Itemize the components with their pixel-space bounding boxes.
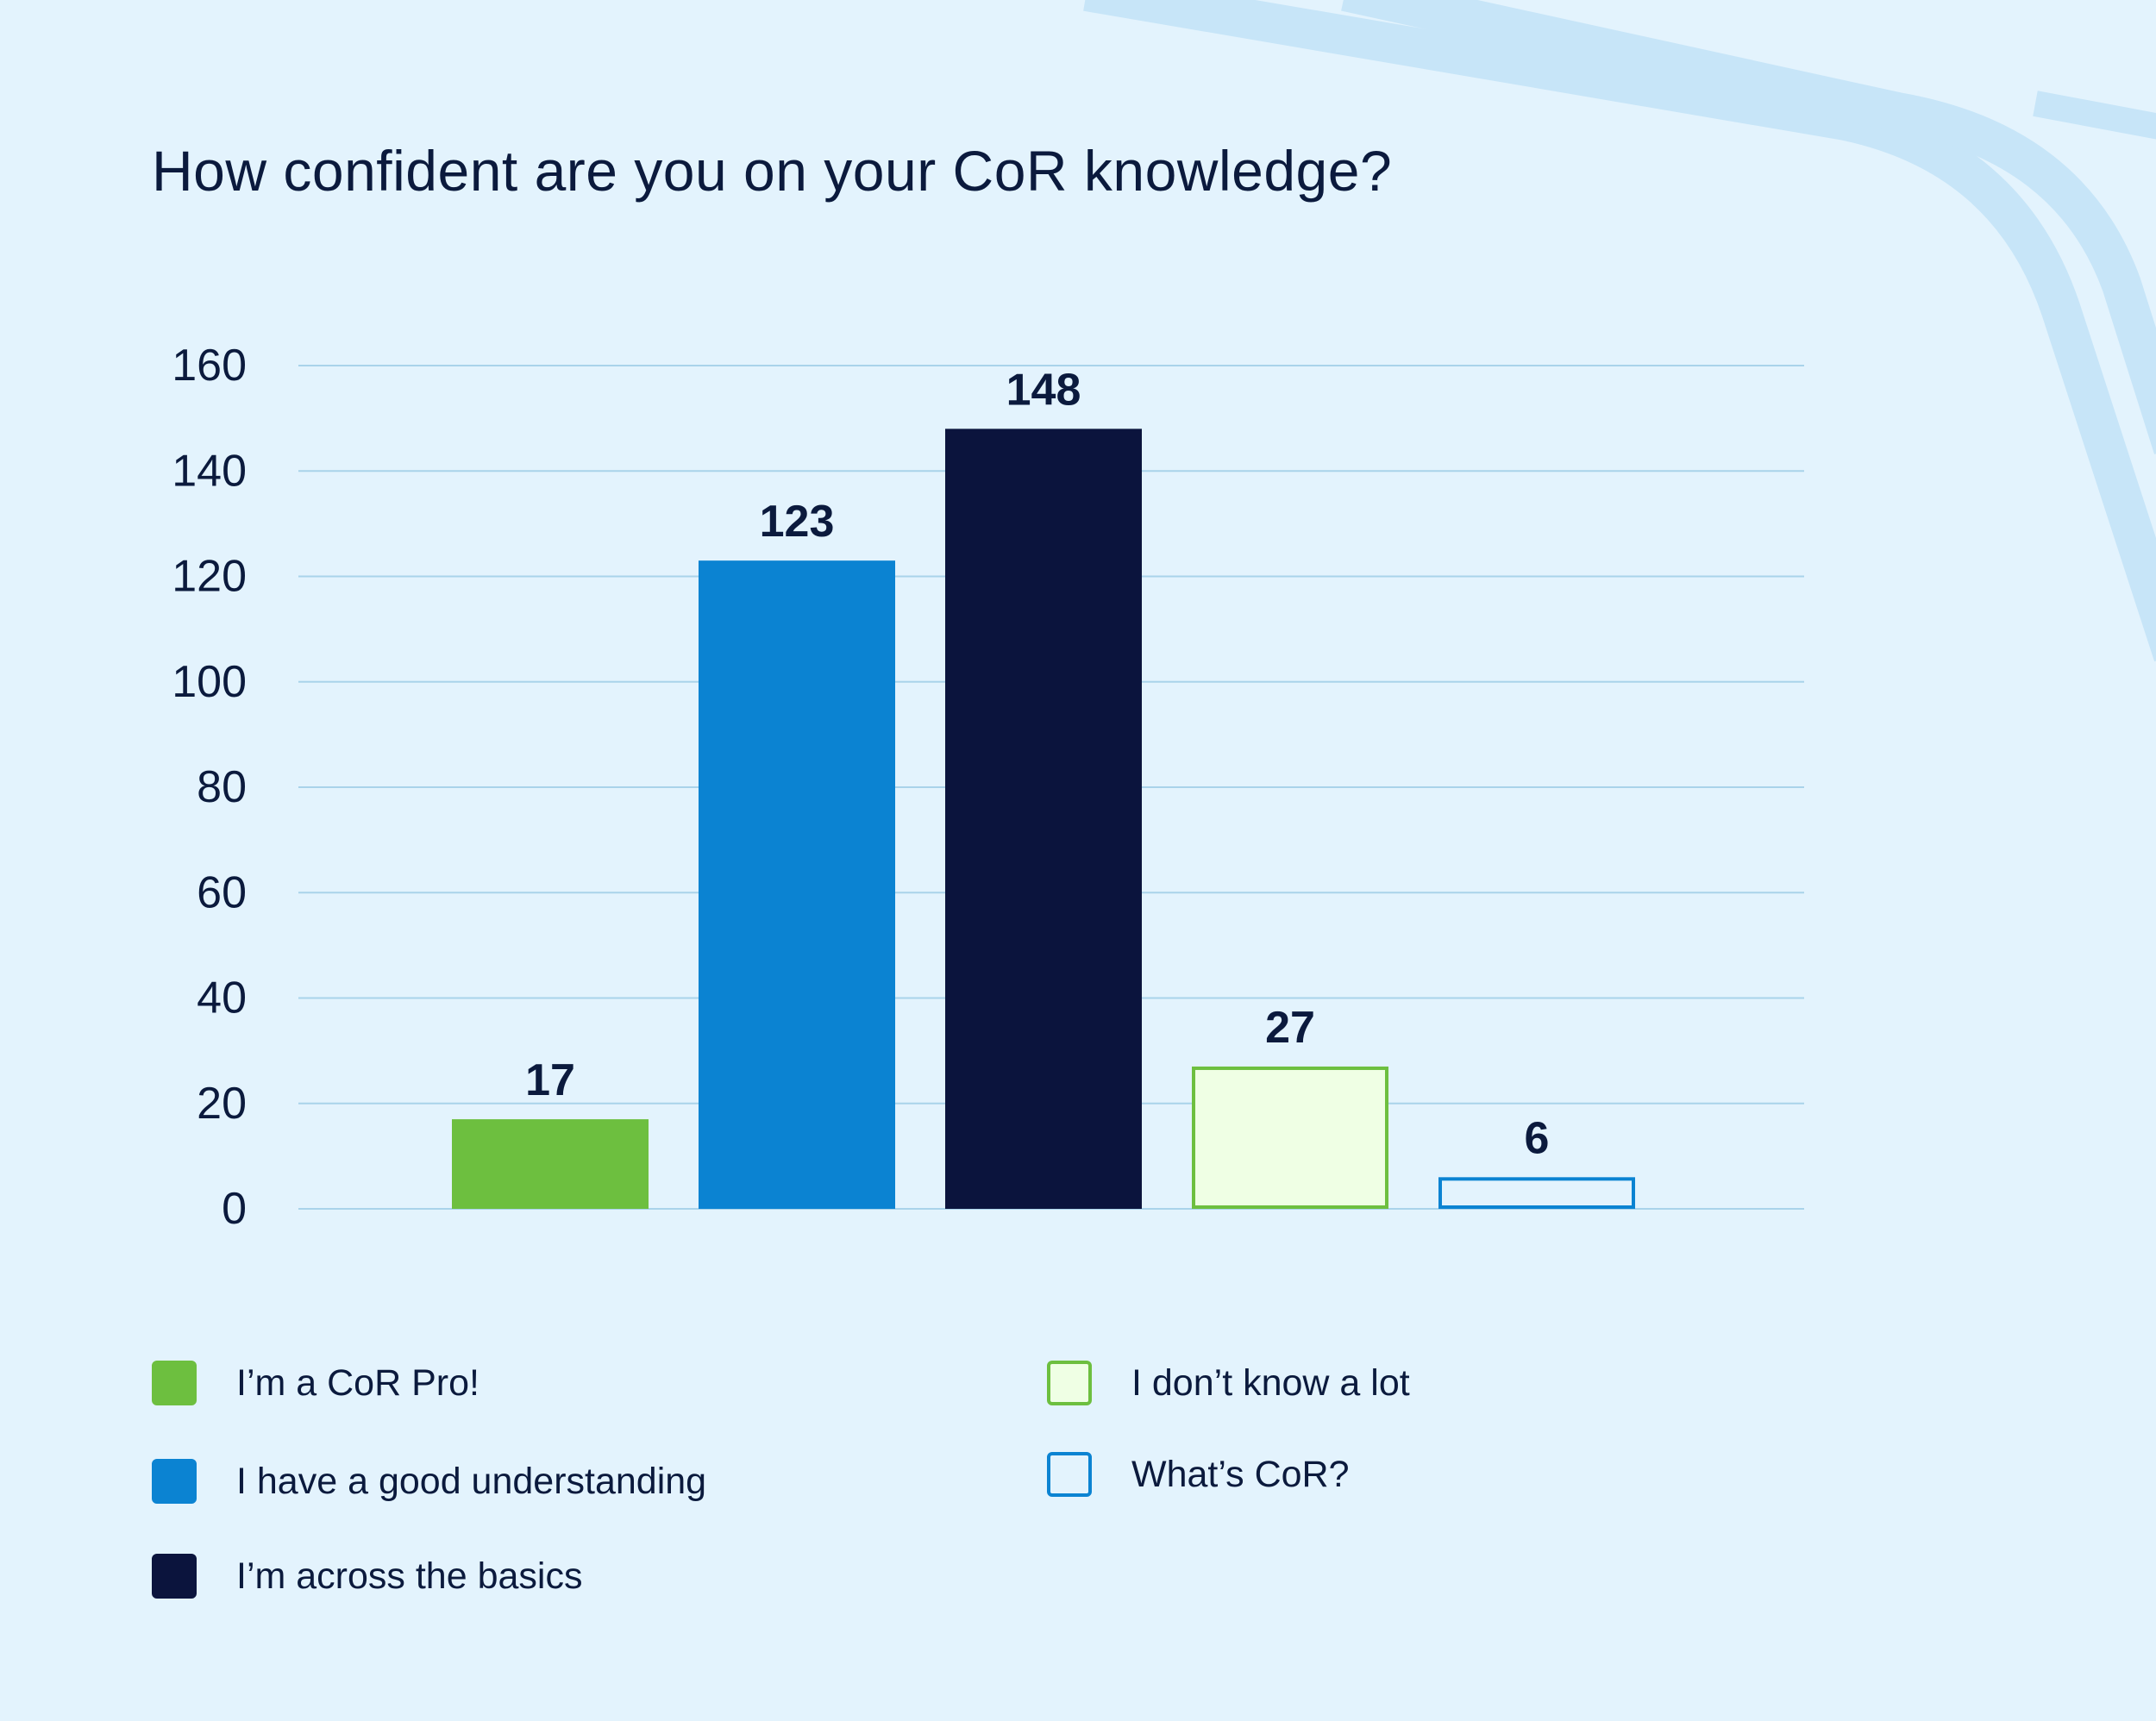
y-tick-label: 80 xyxy=(197,762,247,812)
bar xyxy=(699,560,895,1209)
decorative-road-line xyxy=(1083,0,2156,662)
data-label: 27 xyxy=(1265,1003,1315,1053)
y-tick-label: 20 xyxy=(197,1079,247,1129)
bar xyxy=(1438,1177,1635,1209)
data-label: 17 xyxy=(525,1055,575,1105)
data-label: 6 xyxy=(1525,1113,1550,1163)
y-tick-label: 100 xyxy=(172,657,247,707)
y-tick-label: 0 xyxy=(222,1184,247,1234)
y-tick-label: 160 xyxy=(172,341,247,391)
y-axis-ticks: 0 20 40 60 80 100 120 140 160 xyxy=(172,341,247,1234)
y-tick-label: 140 xyxy=(172,446,247,496)
decorative-road-line xyxy=(1341,0,2156,454)
y-tick-label: 120 xyxy=(172,552,247,602)
y-tick-label: 60 xyxy=(197,867,247,917)
data-labels: 17 123 148 27 6 xyxy=(525,365,1549,1163)
bar xyxy=(945,429,1142,1210)
chart-title: How confident are you on your CoR knowle… xyxy=(152,139,1393,203)
bar xyxy=(1192,1066,1388,1210)
bar xyxy=(452,1119,649,1209)
bars xyxy=(452,429,1635,1210)
decorative-road-line xyxy=(2033,91,2156,140)
y-tick-label: 40 xyxy=(197,973,247,1023)
background-decoration xyxy=(1083,0,2156,662)
data-label: 148 xyxy=(1006,365,1081,415)
data-label: 123 xyxy=(760,497,835,547)
